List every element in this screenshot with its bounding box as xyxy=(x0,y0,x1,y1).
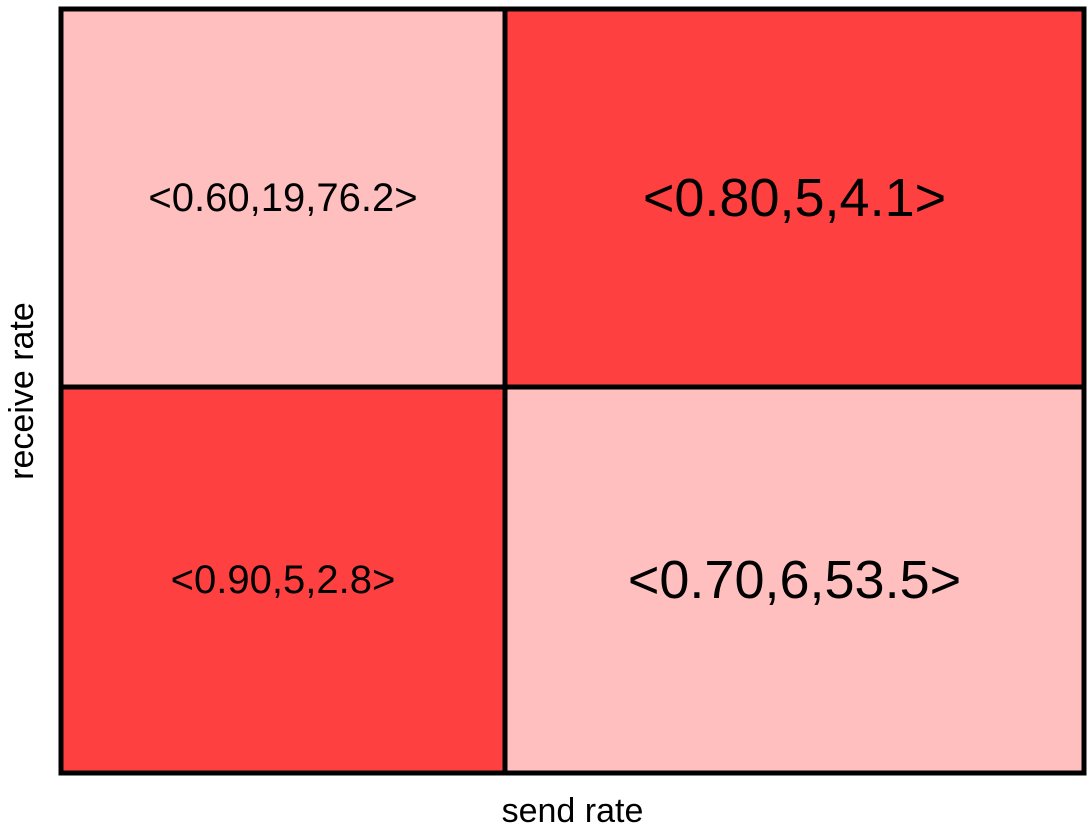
heatmap-cell xyxy=(502,6,1087,390)
y-axis-label: receive rate xyxy=(3,302,41,480)
heatmap-cell-label: <0.90,5,2.8> xyxy=(171,558,396,602)
plot-frame xyxy=(58,6,1087,776)
heatmap-cell xyxy=(58,384,508,776)
heatmap-cell-label: <0.70,6,53.5> xyxy=(628,550,961,610)
heatmap-cell-label: <0.80,5,4.1> xyxy=(643,168,946,228)
heatmap-cell-label: <0.60,19,76.2> xyxy=(148,176,417,220)
heatmap-cell xyxy=(502,384,1087,776)
heatmap-cell-labels: <0.60,19,76.2> <0.80,5,4.1> <0.90,5,2.8> <0… xyxy=(148,168,961,610)
heatmap-cell xyxy=(58,6,508,390)
heatmap-cells xyxy=(58,6,1087,776)
x-axis-label: send rate xyxy=(502,792,644,830)
